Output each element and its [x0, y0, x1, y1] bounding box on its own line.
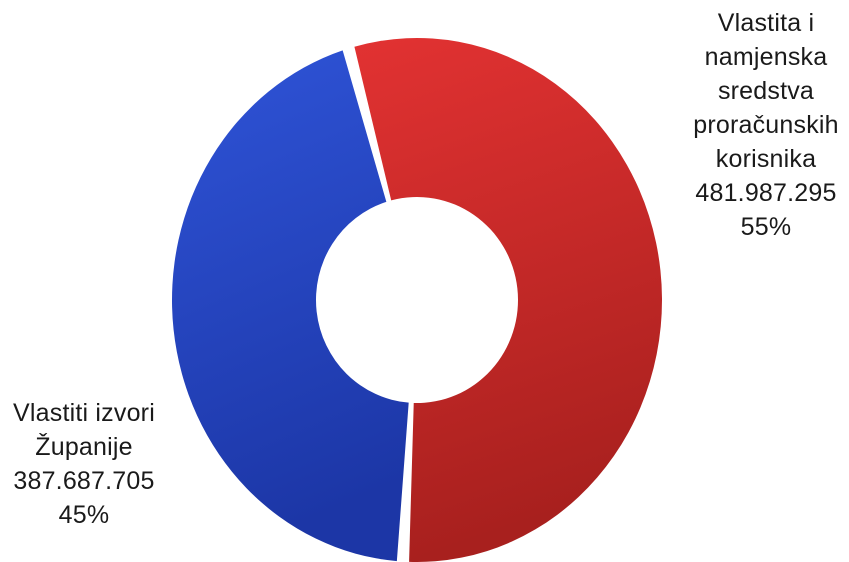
- slice-label-line: proračunskih: [693, 111, 839, 139]
- slice-own-county-sources: [172, 50, 409, 562]
- slice-value: 481.987.295: [695, 179, 837, 207]
- slice-label-own-county-sources: Vlastiti izvori Županije 387.687.705 45%: [4, 396, 164, 532]
- slice-label-line: korisnika: [715, 145, 817, 173]
- slice-percent: 55%: [740, 213, 792, 241]
- slice-value: 387.687.705: [13, 467, 155, 495]
- slice-label-line: Županije: [35, 433, 133, 461]
- slice-percent: 45%: [58, 501, 110, 529]
- slice-label-line: namjenska: [704, 43, 828, 71]
- slice-label-line: Vlastita i: [717, 9, 815, 37]
- slice-own-funds-budget-users: [354, 38, 662, 562]
- slice-label-line: sredstva: [717, 77, 815, 105]
- slice-label-line: Vlastiti izvori: [13, 399, 155, 427]
- slice-label-own-funds-budget-users: Vlastita i namjenska sredstva proračunsk…: [690, 6, 842, 244]
